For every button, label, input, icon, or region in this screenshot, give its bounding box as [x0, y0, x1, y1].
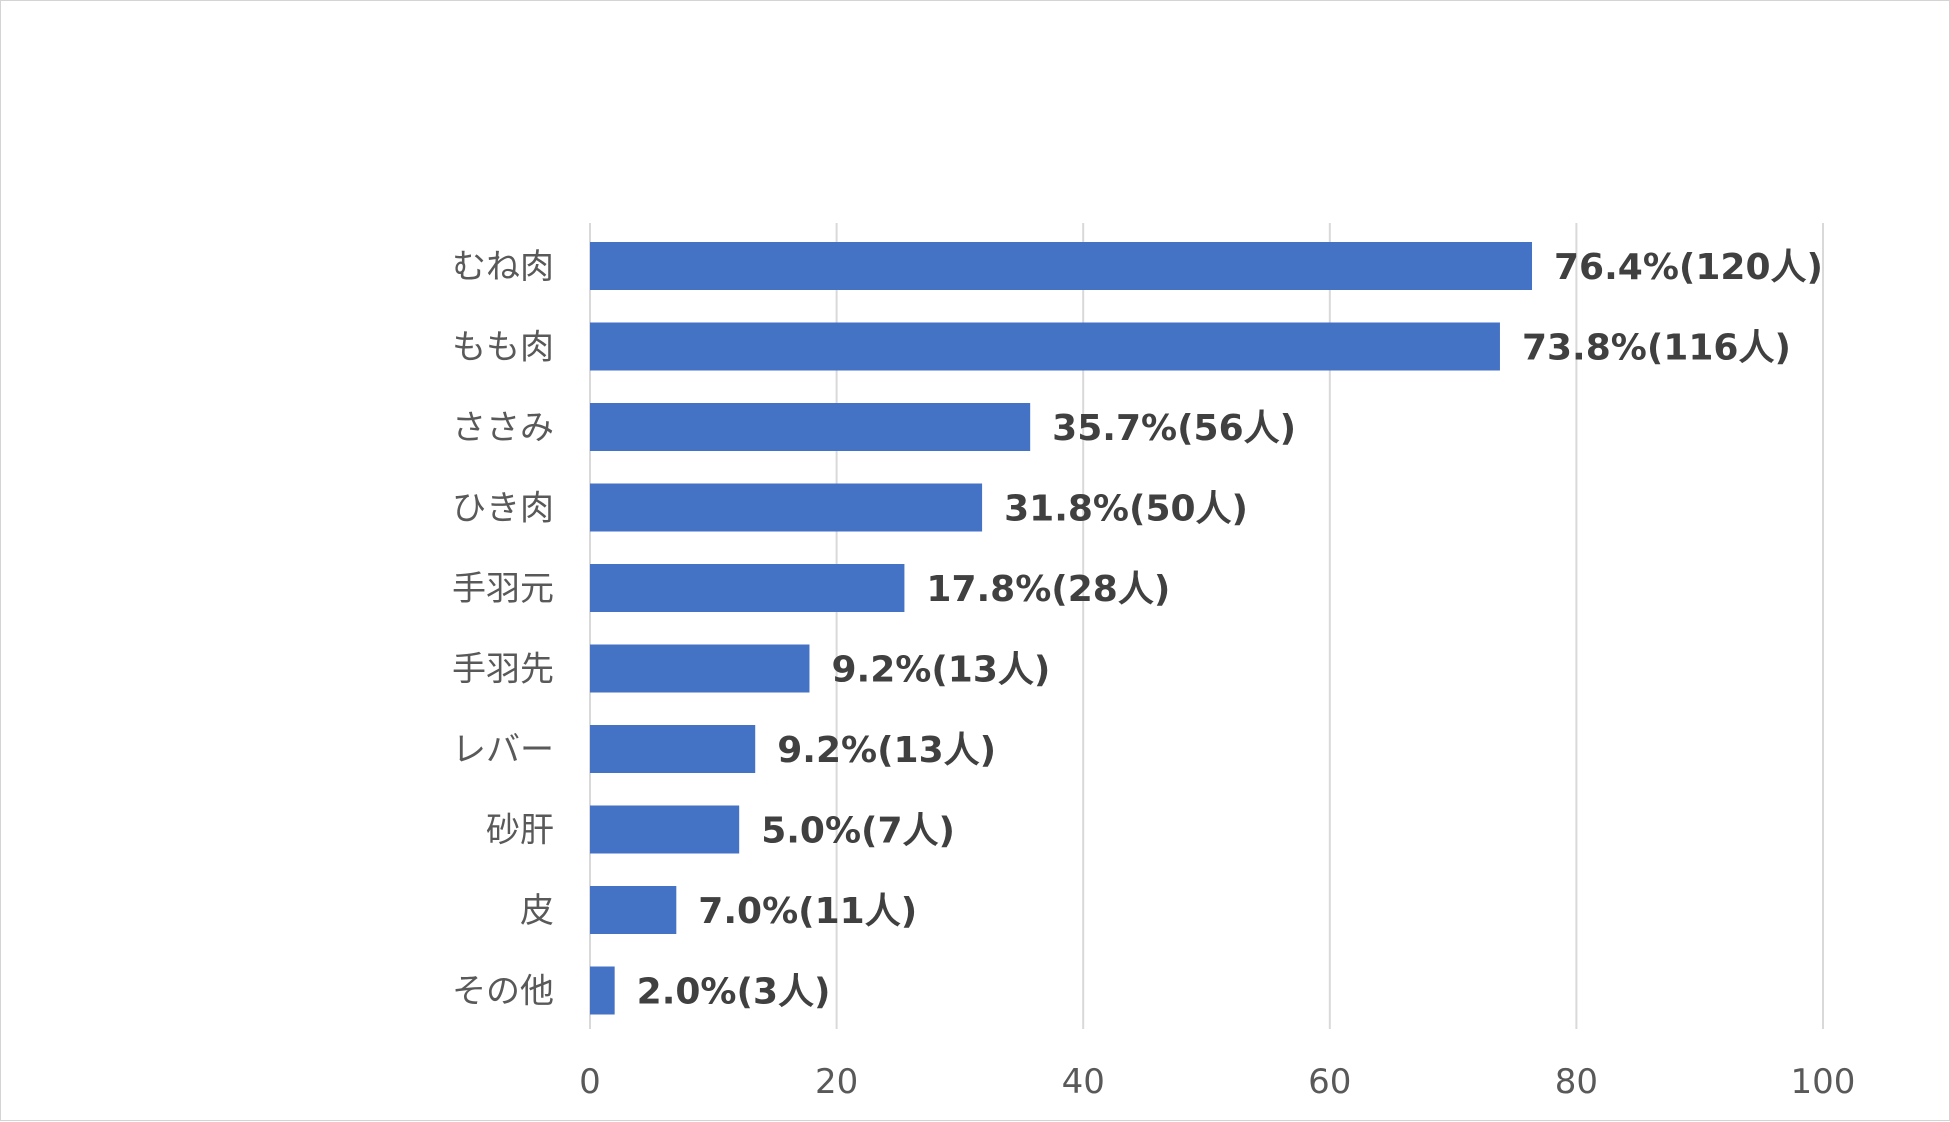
data-label: 31.8%(50人) [1004, 489, 1248, 530]
x-tick-label: 20 [815, 1062, 858, 1102]
category-label: ささみ [452, 408, 554, 448]
x-tick-label: 40 [1062, 1062, 1105, 1102]
bar [590, 886, 677, 934]
bar [590, 966, 615, 1015]
category-label: その他 [452, 972, 554, 1012]
category-label: もも肉 [452, 328, 554, 368]
bar [590, 403, 1031, 451]
data-label: 7.0%(11人) [698, 891, 917, 932]
data-label: 17.8%(28人) [926, 569, 1170, 610]
x-tick-label: 100 [1791, 1062, 1856, 1102]
x-tick-label: 0 [579, 1062, 601, 1102]
data-label: 9.2%(13人) [831, 650, 1050, 691]
bar [590, 564, 905, 612]
data-label: 9.2%(13人) [777, 730, 996, 771]
category-label: 手羽元 [452, 569, 554, 609]
category-label: 手羽先 [452, 650, 554, 690]
labels: 0 20 40 60 80 100 むね肉 76.4%(120人) もも肉 73.8%(116人)… [452, 247, 1855, 1102]
category-label: ひき肉 [452, 489, 554, 529]
data-label: 73.8%(116人) [1522, 328, 1791, 369]
data-label: 35.7%(56人) [1052, 408, 1296, 449]
data-label: 5.0%(7人) [761, 811, 955, 852]
data-label: 2.0%(3人) [637, 972, 831, 1013]
bars [590, 242, 1533, 1015]
bar [590, 644, 810, 693]
category-label: レバー [452, 730, 554, 770]
bar [590, 242, 1533, 290]
data-label: 76.4%(120人) [1554, 247, 1823, 288]
x-tick-label: 80 [1555, 1062, 1598, 1102]
bar [590, 725, 756, 773]
category-label: 皮 [520, 891, 554, 931]
category-label: 砂肝 [486, 811, 554, 851]
category-label: むね肉 [452, 247, 554, 287]
bar [590, 483, 983, 532]
bar [590, 805, 740, 854]
x-tick-label: 60 [1308, 1062, 1351, 1102]
bar [590, 322, 1500, 371]
